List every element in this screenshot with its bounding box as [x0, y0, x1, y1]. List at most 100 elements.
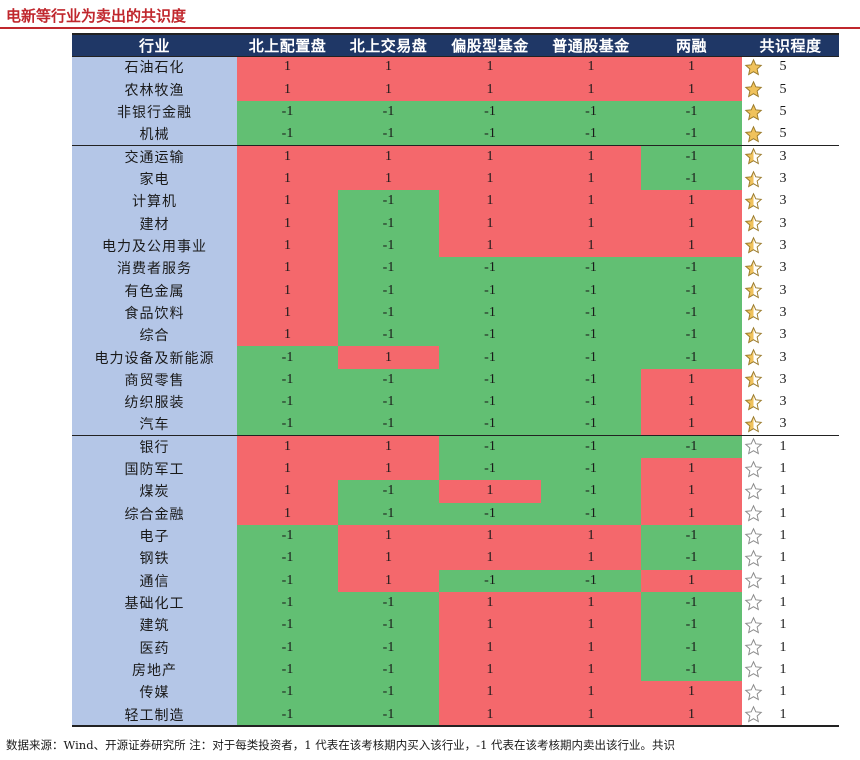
half-star-icon: [744, 170, 763, 188]
footnote: 数据来源：Wind、开源证券研究所 注：对于每类投资者，1 代表在该考核期内买入…: [6, 738, 676, 752]
consensus-score: 1: [779, 594, 787, 610]
northbound-trading-value-cell: -1: [338, 502, 439, 525]
common-equity-fund-value-cell: 1: [541, 145, 641, 168]
common-equity-fund-value-cell: 1: [541, 658, 641, 682]
consensus-score: 1: [779, 572, 787, 588]
northbound-allocation-value-cell: -1: [237, 636, 338, 659]
consensus-score: 1: [779, 639, 787, 655]
consensus-score: 5: [779, 81, 787, 97]
northbound-allocation-value-cell: -1: [237, 123, 338, 146]
equity-fund-value-cell: 1: [439, 658, 541, 682]
full-star-icon: [744, 58, 763, 76]
equity-fund-value-cell: -1: [439, 301, 541, 325]
northbound-trading-value-cell: -1: [338, 681, 439, 704]
consensus-score: 3: [779, 349, 787, 365]
consensus-cell: 3: [742, 301, 839, 325]
consensus-cell: 1: [742, 435, 839, 458]
common-equity-fund-value-cell: 1: [541, 78, 641, 101]
equity-fund-value-cell: -1: [439, 123, 541, 146]
northbound-trading-value-cell: -1: [338, 591, 439, 615]
northbound-trading-value-cell: -1: [338, 413, 439, 436]
industry-name: 纺织服装: [72, 391, 237, 414]
margin-trading-value-cell: -1: [641, 547, 742, 570]
margin-trading-value-cell: 1: [641, 190, 742, 213]
consensus-cell: 3: [742, 167, 839, 191]
northbound-allocation-value-cell: -1: [237, 368, 338, 391]
industry-name: 钢铁: [72, 547, 237, 570]
northbound-trading-value-cell: -1: [338, 190, 439, 213]
empty-star-icon: [744, 571, 763, 589]
margin-trading-value-cell: -1: [641, 658, 742, 682]
consensus-header: 共识程度: [742, 34, 839, 57]
northbound-allocation-value-cell: 1: [237, 301, 338, 325]
margin-trading-value-cell: 1: [641, 78, 742, 101]
equity-fund-value-cell: -1: [439, 257, 541, 280]
consensus-cell: 3: [742, 324, 839, 347]
common-equity-fund-value-cell: -1: [541, 279, 641, 302]
empty-star-icon: [744, 683, 763, 701]
consensus-score: 1: [779, 684, 787, 700]
common-equity-fund-value-cell: -1: [541, 413, 641, 436]
northbound-trading-value-cell: -1: [338, 703, 439, 726]
common-equity-fund-value-cell: -1: [541, 435, 641, 458]
common-equity-fund-value-cell: 1: [541, 547, 641, 570]
margin-trading-value-cell: -1: [641, 324, 742, 347]
equity-fund-value-cell: -1: [439, 368, 541, 391]
industry-name: 家电: [72, 167, 237, 191]
margin-trading-value-cell: 1: [641, 56, 742, 79]
common-equity-fund-value-cell: -1: [541, 257, 641, 280]
consensus-score: 3: [779, 148, 787, 164]
half-star-icon: [744, 147, 763, 165]
full-star-icon: [744, 80, 763, 98]
equity-fund-value-cell: -1: [439, 391, 541, 414]
common-equity-fund-value-cell: -1: [541, 569, 641, 592]
industry-name: 电力及公用事业: [72, 234, 237, 258]
northbound-allocation-value-cell: -1: [237, 658, 338, 682]
industry-name: 计算机: [72, 190, 237, 213]
consensus-cell: 1: [742, 614, 839, 637]
consensus-cell: 1: [742, 547, 839, 570]
consensus-cell: 3: [742, 234, 839, 258]
northbound-trading-value-cell: 1: [338, 569, 439, 592]
consensus-score: 1: [779, 461, 787, 477]
northbound-trading-value-cell: -1: [338, 636, 439, 659]
margin-trading-value-cell: -1: [641, 346, 742, 369]
industry-name: 建筑: [72, 614, 237, 637]
group-separator-rule: [72, 55, 839, 57]
consensus-cell: 1: [742, 591, 839, 615]
consensus-cell: 3: [742, 145, 839, 168]
half-star-icon: [744, 393, 763, 411]
equity-fund-value-cell: 1: [439, 636, 541, 659]
northbound-allocation-value-cell: -1: [237, 614, 338, 637]
industry-name: 汽车: [72, 413, 237, 436]
consensus-score: 5: [779, 104, 787, 120]
common-equity-fund-value-cell: -1: [541, 123, 641, 146]
industry-name: 交通运输: [72, 145, 237, 168]
empty-star-icon: [744, 504, 763, 522]
industry-name: 电子: [72, 524, 237, 548]
consensus-score: 1: [779, 706, 787, 722]
equity-fund-value-cell: 1: [439, 145, 541, 168]
consensus-score: 3: [779, 171, 787, 187]
common-equity-fund-value-cell: -1: [541, 480, 641, 503]
equity-fund-value-cell: -1: [439, 457, 541, 481]
empty-star-icon: [744, 527, 763, 545]
northbound-allocation-value-cell: 1: [237, 324, 338, 347]
northbound-trading-value-cell: 1: [338, 547, 439, 570]
consensus-cell: 1: [742, 524, 839, 548]
northbound-trading-value-cell: 1: [338, 524, 439, 548]
margin-trading-value-cell: 1: [641, 502, 742, 525]
consensus-score: 3: [779, 304, 787, 320]
industry-name: 机械: [72, 123, 237, 146]
northbound-allocation-value-cell: 1: [237, 257, 338, 280]
industry-name: 基础化工: [72, 591, 237, 615]
margin-trading-value-cell: -1: [641, 636, 742, 659]
margin-trading-value-cell: 1: [641, 569, 742, 592]
consensus-cell: 3: [742, 391, 839, 414]
consensus-cell: 1: [742, 658, 839, 682]
northbound-trading-value-cell: -1: [338, 100, 439, 124]
empty-star-icon: [744, 482, 763, 500]
common-equity-fund-value-cell: -1: [541, 324, 641, 347]
full-star-icon: [744, 125, 763, 143]
northbound-allocation-value-cell: 1: [237, 502, 338, 525]
